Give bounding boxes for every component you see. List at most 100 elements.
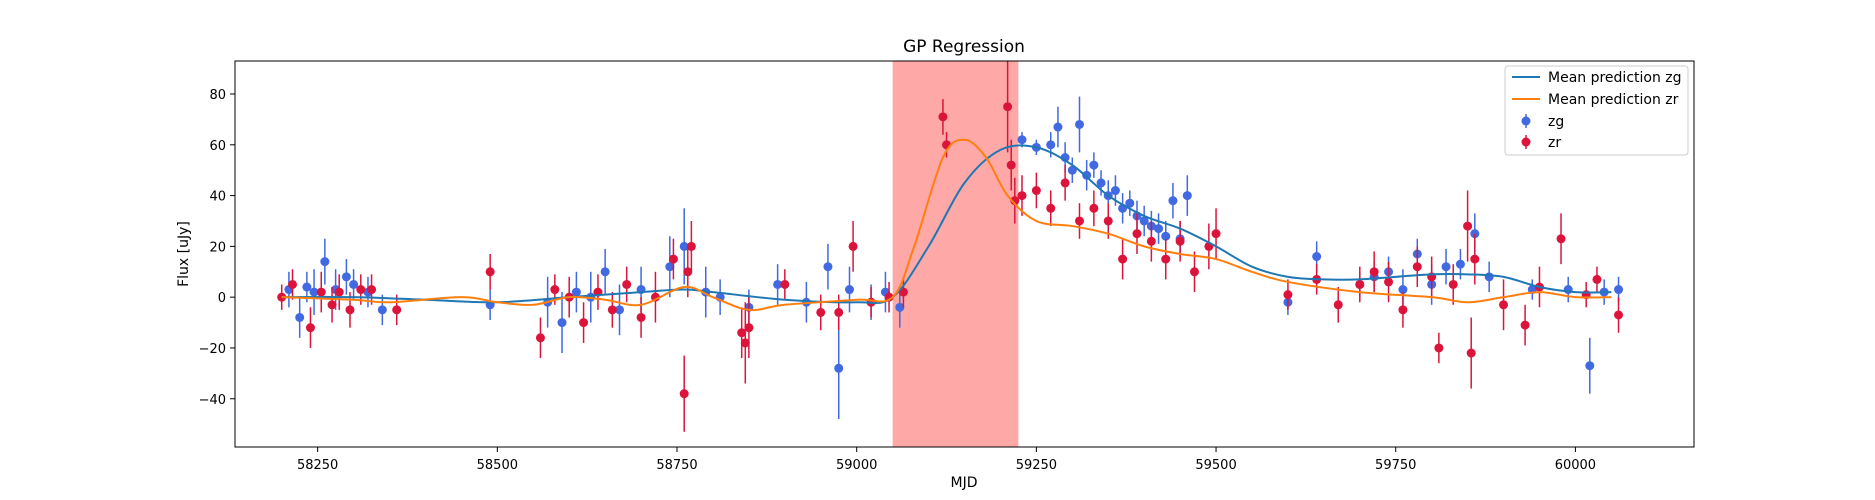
data-point-zg bbox=[1585, 361, 1595, 371]
data-point-zg bbox=[1046, 140, 1056, 150]
plot-frame bbox=[234, 60, 1695, 448]
data-point-zg bbox=[1441, 262, 1451, 272]
data-point-zr bbox=[1369, 267, 1379, 277]
data-point-zg bbox=[295, 312, 305, 322]
data-point-zr bbox=[744, 323, 754, 333]
data-point-zg bbox=[1398, 285, 1408, 295]
data-point-zg bbox=[895, 302, 905, 312]
series-line-mean-prediction-zg bbox=[281, 144, 1612, 305]
data-point-zr bbox=[1211, 229, 1221, 239]
data-point-zr bbox=[305, 323, 315, 333]
data-point-zr bbox=[367, 285, 377, 295]
data-point-zg bbox=[1125, 198, 1135, 208]
x-tick-label: 58250 bbox=[297, 458, 338, 473]
data-point-zg bbox=[309, 287, 319, 297]
data-point-zr bbox=[1499, 300, 1509, 310]
legend-swatch-zg-point bbox=[1521, 116, 1531, 126]
series-line-mean-prediction-zr bbox=[281, 138, 1612, 312]
data-point-zr bbox=[636, 312, 646, 322]
data-point-zr bbox=[737, 328, 747, 338]
data-point-zr bbox=[622, 279, 632, 289]
data-point-zg bbox=[1096, 178, 1106, 188]
data-point-zg bbox=[349, 279, 359, 289]
data-point-zr bbox=[1398, 305, 1408, 315]
data-point-zg bbox=[1139, 216, 1149, 226]
data-point-zr bbox=[392, 305, 402, 315]
data-point-zr bbox=[535, 333, 545, 343]
chart-title: GP Regression bbox=[903, 37, 1025, 57]
data-point-zg bbox=[1161, 231, 1171, 241]
data-point-zg bbox=[823, 262, 833, 272]
y-tick-label: 80 bbox=[209, 88, 226, 103]
data-point-zr bbox=[780, 279, 790, 289]
data-point-zr bbox=[1592, 274, 1602, 284]
data-point-zr bbox=[1434, 343, 1444, 353]
data-point-zr bbox=[1003, 102, 1013, 112]
data-point-zr bbox=[1006, 160, 1016, 170]
data-point-zg bbox=[1053, 122, 1063, 132]
data-point-zg bbox=[1110, 186, 1120, 196]
data-point-zr bbox=[1046, 203, 1056, 213]
data-point-zr bbox=[1017, 191, 1027, 201]
data-point-zr bbox=[1333, 300, 1343, 310]
data-point-zr bbox=[1448, 279, 1458, 289]
data-point-zr bbox=[1074, 216, 1084, 226]
legend-label-zr-line: Mean prediction zr bbox=[1548, 92, 1679, 108]
data-point-zr bbox=[1175, 236, 1185, 246]
legend-label-zg-points: zg bbox=[1548, 114, 1564, 130]
data-point-zr bbox=[683, 267, 693, 277]
data-point-zr bbox=[485, 267, 495, 277]
data-point-zr bbox=[1189, 267, 1199, 277]
data-point-zg bbox=[302, 282, 312, 292]
y-tick-label: 20 bbox=[209, 240, 226, 255]
data-point-zg bbox=[1455, 259, 1465, 269]
legend-swatch-zr-point bbox=[1521, 137, 1531, 147]
data-point-zg bbox=[1074, 119, 1084, 129]
x-tick-label: 59750 bbox=[1375, 458, 1416, 473]
data-point-zr bbox=[1146, 236, 1156, 246]
x-tick-label: 59250 bbox=[1016, 458, 1057, 473]
data-point-zg bbox=[1082, 170, 1092, 180]
data-point-zr bbox=[686, 241, 696, 251]
data-point-zr bbox=[1520, 320, 1530, 330]
legend: Mean prediction zg Mean prediction zr zg… bbox=[1504, 65, 1689, 156]
data-point-zg bbox=[1017, 135, 1027, 145]
data-point-zr bbox=[1384, 277, 1394, 287]
data-point-zr bbox=[816, 307, 826, 317]
data-point-zg bbox=[1154, 224, 1164, 234]
data-point-zr bbox=[1031, 186, 1041, 196]
data-point-zr bbox=[1161, 254, 1171, 264]
data-point-zr bbox=[1089, 203, 1099, 213]
data-point-zg bbox=[571, 287, 581, 297]
data-point-zr bbox=[834, 307, 844, 317]
data-point-zr bbox=[1283, 290, 1293, 300]
data-point-zr bbox=[1132, 229, 1142, 239]
x-tick-label: 58500 bbox=[477, 458, 518, 473]
data-point-zg bbox=[1614, 285, 1624, 295]
data-point-zr bbox=[668, 254, 678, 264]
data-point-zg bbox=[1168, 196, 1178, 206]
data-point-zr bbox=[1103, 216, 1113, 226]
data-point-zg bbox=[1089, 160, 1099, 170]
x-axis-label: MJD bbox=[951, 475, 978, 491]
data-point-zr bbox=[356, 285, 366, 295]
data-point-zg bbox=[600, 267, 610, 277]
data-point-zg bbox=[341, 272, 351, 282]
data-point-zr bbox=[550, 285, 560, 295]
data-point-zg bbox=[320, 257, 330, 267]
data-point-zg bbox=[845, 285, 855, 295]
data-point-zg bbox=[679, 241, 689, 251]
data-point-zr bbox=[334, 287, 344, 297]
data-point-zr bbox=[1118, 254, 1128, 264]
x-tick-label: 59000 bbox=[836, 458, 877, 473]
y-tick-label: 60 bbox=[209, 139, 226, 154]
data-point-zr bbox=[1355, 279, 1365, 289]
data-point-zr bbox=[1466, 348, 1476, 358]
data-point-zg bbox=[665, 262, 675, 272]
data-point-zr bbox=[345, 305, 355, 315]
data-point-zg bbox=[615, 305, 625, 315]
data-point-zr bbox=[1060, 178, 1070, 188]
legend-label-zg-line: Mean prediction zg bbox=[1548, 70, 1682, 86]
data-point-zr bbox=[848, 241, 858, 251]
data-point-zr bbox=[1412, 262, 1422, 272]
